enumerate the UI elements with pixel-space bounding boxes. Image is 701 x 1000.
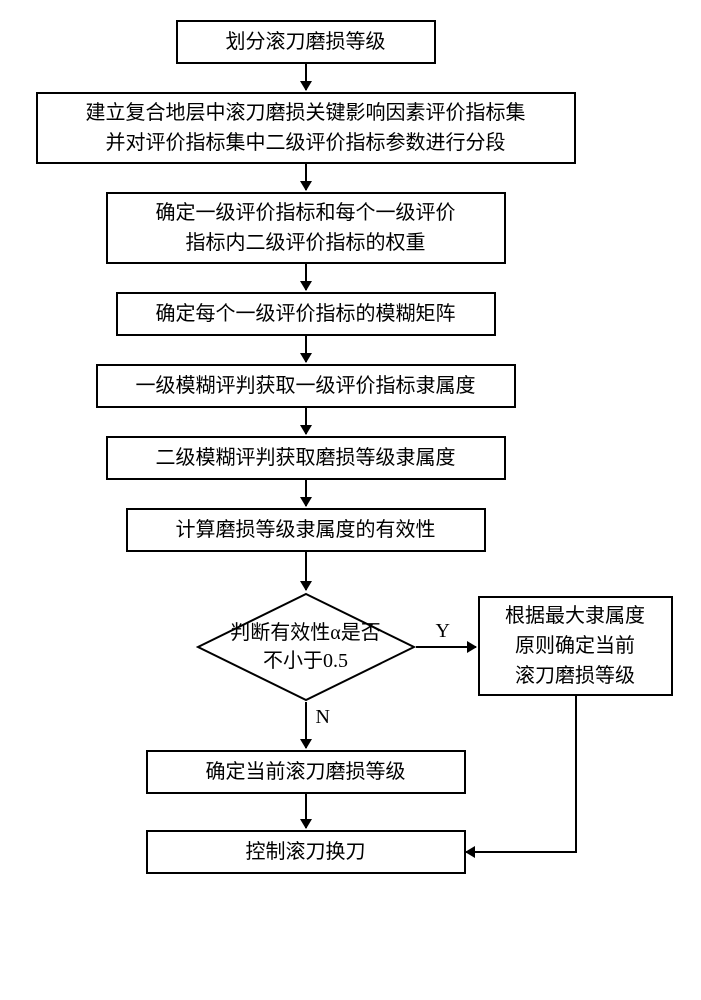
node-control-tool-change: 控制滚刀换刀 bbox=[146, 830, 466, 874]
arrow bbox=[416, 646, 476, 648]
node-determine-weights: 确定一级评价指标和每个一级评价 指标内二级评价指标的权重 bbox=[106, 192, 506, 264]
node-fuzzy-matrix: 确定每个一级评价指标的模糊矩阵 bbox=[116, 292, 496, 336]
node-text: 确定当前滚刀磨损等级 bbox=[206, 757, 406, 787]
node-calc-validity: 计算磨损等级隶属度的有效性 bbox=[126, 508, 486, 552]
label-yes: Y bbox=[436, 620, 450, 643]
arrow bbox=[305, 264, 307, 290]
arrow bbox=[305, 164, 307, 190]
node-determine-current-grade: 确定当前滚刀磨损等级 bbox=[146, 750, 466, 794]
label-no: N bbox=[316, 706, 330, 729]
node-second-fuzzy-eval: 二级模糊评判获取磨损等级隶属度 bbox=[106, 436, 506, 480]
node-text: 二级模糊评判获取磨损等级隶属度 bbox=[156, 443, 456, 473]
arrow bbox=[305, 552, 307, 590]
node-text: 计算磨损等级隶属度的有效性 bbox=[176, 515, 436, 545]
arrow bbox=[305, 408, 307, 434]
arrow bbox=[305, 64, 307, 90]
flowchart-container: 划分滚刀磨损等级 建立复合地层中滚刀磨损关键影响因素评价指标集 并对评价指标集中… bbox=[21, 20, 681, 980]
node-text: 一级模糊评判获取一级评价指标隶属度 bbox=[136, 371, 476, 401]
connector-line bbox=[575, 696, 577, 852]
node-divide-wear-grade: 划分滚刀磨损等级 bbox=[176, 20, 436, 64]
decision-text: 判断有效性α是否 不小于0.5 bbox=[230, 619, 380, 675]
node-text: 划分滚刀磨损等级 bbox=[226, 27, 386, 57]
node-max-membership: 根据最大隶属度 原则确定当前 滚刀磨损等级 bbox=[478, 596, 673, 696]
node-text: 确定一级评价指标和每个一级评价 指标内二级评价指标的权重 bbox=[156, 198, 456, 258]
node-text: 控制滚刀换刀 bbox=[246, 837, 366, 867]
arrow bbox=[305, 702, 307, 748]
node-first-fuzzy-eval: 一级模糊评判获取一级评价指标隶属度 bbox=[96, 364, 516, 408]
arrow bbox=[305, 480, 307, 506]
node-text: 确定每个一级评价指标的模糊矩阵 bbox=[156, 299, 456, 329]
decision-validity-check: 判断有效性α是否 不小于0.5 bbox=[196, 592, 416, 702]
node-establish-index-set: 建立复合地层中滚刀磨损关键影响因素评价指标集 并对评价指标集中二级评价指标参数进… bbox=[36, 92, 576, 164]
arrow bbox=[466, 851, 577, 853]
arrow bbox=[305, 794, 307, 828]
node-text: 建立复合地层中滚刀磨损关键影响因素评价指标集 并对评价指标集中二级评价指标参数进… bbox=[86, 98, 526, 158]
node-text: 根据最大隶属度 原则确定当前 滚刀磨损等级 bbox=[505, 601, 645, 691]
arrow bbox=[305, 336, 307, 362]
